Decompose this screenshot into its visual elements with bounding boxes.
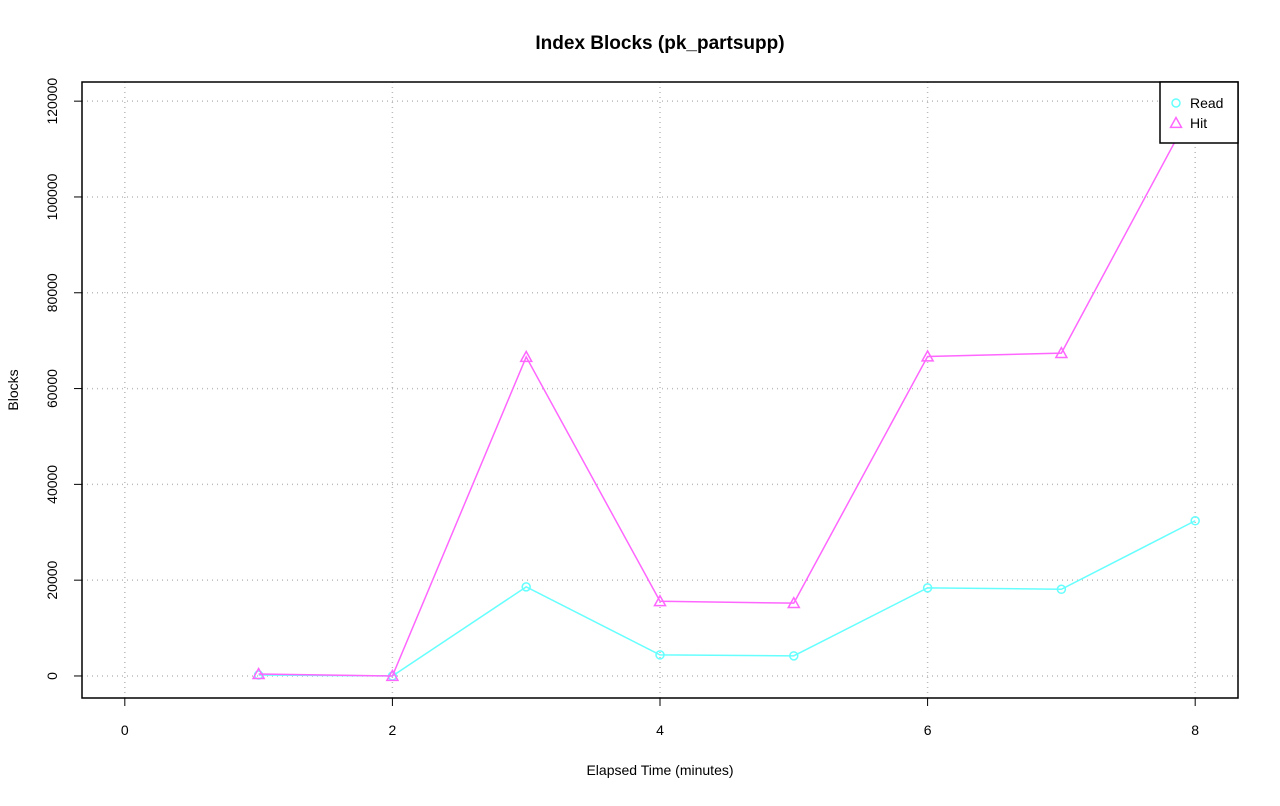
y-axis-label: Blocks: [5, 369, 21, 410]
legend-label: Hit: [1190, 115, 1207, 131]
series-line: [258, 103, 1196, 677]
y-tick-label: 100000: [44, 173, 60, 220]
point: [789, 651, 799, 661]
x-axis-label: Elapsed Time (minutes): [586, 762, 733, 778]
y-tick-label: 80000: [44, 273, 60, 312]
x-tick-label: 6: [924, 722, 932, 738]
legend-label: Read: [1190, 95, 1223, 111]
y-tick-label: 60000: [44, 369, 60, 408]
x-tick-label: 4: [656, 722, 664, 738]
y-tick-label: 0: [44, 672, 60, 680]
x-tick-label: 8: [1191, 722, 1199, 738]
point: [1190, 516, 1200, 526]
plot-frame: [81, 81, 1239, 699]
point: [251, 667, 266, 680]
x-tick-label: 2: [389, 722, 397, 738]
series-line: [258, 520, 1196, 677]
y-tick-label: 20000: [44, 560, 60, 599]
x-tick-label: 0: [121, 722, 129, 738]
point: [787, 596, 801, 609]
point: [920, 349, 935, 362]
point: [1054, 346, 1069, 359]
point: [519, 349, 533, 363]
legend-box: [1159, 81, 1239, 144]
chart-title: Index Blocks (pk_partsupp): [535, 33, 784, 54]
point: [385, 668, 400, 682]
point: [653, 594, 667, 607]
legend-marker: [1171, 98, 1181, 108]
point: [922, 583, 933, 593]
legend-marker: [1169, 115, 1183, 129]
y-tick-label: 120000: [44, 78, 60, 125]
y-tick-label: 40000: [44, 465, 60, 504]
point: [655, 650, 665, 660]
point: [521, 582, 531, 592]
point: [1056, 584, 1067, 595]
